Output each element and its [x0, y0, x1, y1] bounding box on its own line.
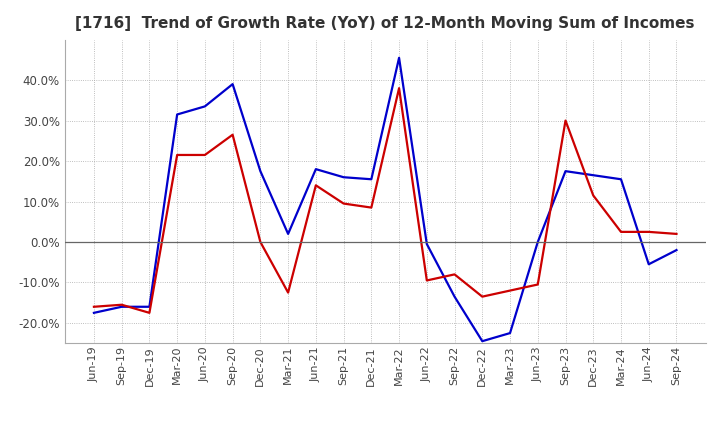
Net Income Growth Rate: [173, 152, 181, 158]
Ordinary Income Growth Rate: [228, 81, 237, 87]
Net Income Growth Rate: [616, 229, 625, 235]
Ordinary Income Growth Rate: [256, 169, 265, 174]
Net Income Growth Rate: [117, 302, 126, 308]
Title: [1716]  Trend of Growth Rate (YoY) of 12-Month Moving Sum of Incomes: [1716] Trend of Growth Rate (YoY) of 12-…: [76, 16, 695, 32]
Net Income Growth Rate: [561, 118, 570, 123]
Ordinary Income Growth Rate: [312, 166, 320, 172]
Net Income Growth Rate: [145, 310, 154, 315]
Ordinary Income Growth Rate: [505, 330, 514, 336]
Ordinary Income Growth Rate: [367, 176, 376, 182]
Net Income Growth Rate: [505, 288, 514, 293]
Net Income Growth Rate: [589, 193, 598, 198]
Net Income Growth Rate: [395, 85, 403, 91]
Ordinary Income Growth Rate: [561, 169, 570, 174]
Ordinary Income Growth Rate: [173, 112, 181, 117]
Net Income Growth Rate: [284, 290, 292, 295]
Net Income Growth Rate: [644, 229, 653, 235]
Ordinary Income Growth Rate: [478, 338, 487, 344]
Net Income Growth Rate: [534, 282, 542, 287]
Net Income Growth Rate: [89, 304, 98, 309]
Line: Ordinary Income Growth Rate: Ordinary Income Growth Rate: [94, 58, 677, 341]
Ordinary Income Growth Rate: [89, 310, 98, 315]
Net Income Growth Rate: [672, 231, 681, 237]
Ordinary Income Growth Rate: [589, 172, 598, 178]
Ordinary Income Growth Rate: [145, 304, 154, 309]
Ordinary Income Growth Rate: [616, 176, 625, 182]
Net Income Growth Rate: [339, 201, 348, 206]
Net Income Growth Rate: [228, 132, 237, 137]
Ordinary Income Growth Rate: [644, 262, 653, 267]
Ordinary Income Growth Rate: [284, 231, 292, 237]
Net Income Growth Rate: [367, 205, 376, 210]
Net Income Growth Rate: [256, 239, 265, 245]
Net Income Growth Rate: [201, 152, 210, 158]
Ordinary Income Growth Rate: [117, 304, 126, 309]
Ordinary Income Growth Rate: [201, 104, 210, 109]
Ordinary Income Growth Rate: [395, 55, 403, 60]
Line: Net Income Growth Rate: Net Income Growth Rate: [94, 88, 677, 313]
Ordinary Income Growth Rate: [450, 294, 459, 299]
Ordinary Income Growth Rate: [534, 239, 542, 245]
Net Income Growth Rate: [312, 183, 320, 188]
Net Income Growth Rate: [478, 294, 487, 299]
Ordinary Income Growth Rate: [672, 247, 681, 253]
Ordinary Income Growth Rate: [339, 175, 348, 180]
Net Income Growth Rate: [450, 272, 459, 277]
Net Income Growth Rate: [423, 278, 431, 283]
Ordinary Income Growth Rate: [423, 242, 431, 247]
